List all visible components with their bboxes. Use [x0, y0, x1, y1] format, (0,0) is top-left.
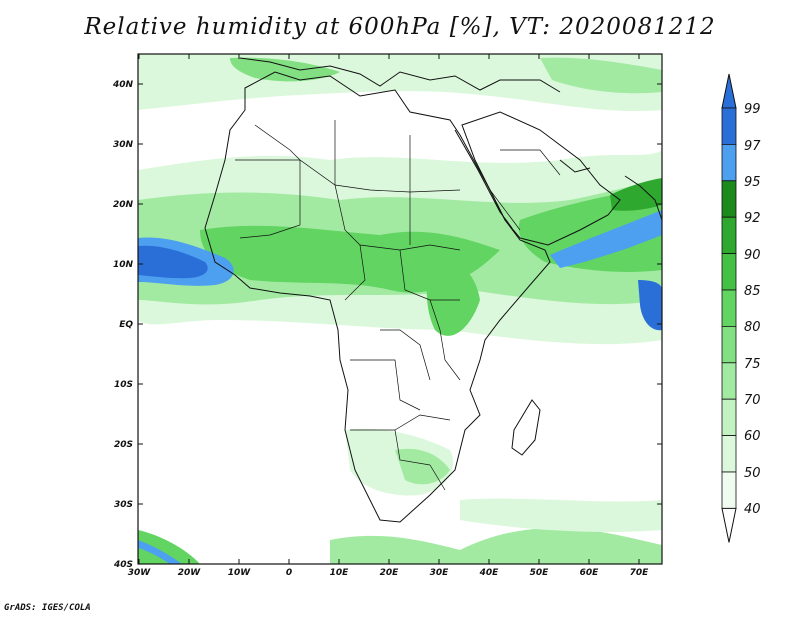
colorbar-swatch — [721, 143, 737, 182]
colorbar-swatch — [721, 362, 737, 400]
colorbar-swatch — [721, 435, 737, 473]
country-borders — [235, 120, 561, 491]
colorbar-label: 80 — [744, 320, 761, 335]
colorbar-label: 99 — [744, 102, 761, 117]
lon-label: 40E — [479, 568, 500, 578]
colorbar-label: 40 — [744, 502, 761, 517]
lat-label: 40S — [113, 560, 133, 570]
axis-ticks — [138, 54, 662, 565]
field-horn-green — [426, 259, 480, 336]
india-coast — [624, 175, 662, 221]
lon-label: 50E — [530, 568, 550, 578]
field-arabian-blue — [550, 210, 662, 268]
africa-outline — [204, 71, 551, 523]
colorbar-label: 60 — [744, 429, 761, 444]
colorbar-swatch — [721, 180, 737, 218]
field-southatlantic-blue — [138, 540, 182, 564]
lat-label: 30S — [114, 500, 133, 510]
field-westcoast-darkblue — [138, 245, 208, 279]
lat-label: 10S — [114, 380, 133, 390]
colorbar-labels: 99 97 95 92 90 85 80 75 70 60 50 40 — [744, 102, 761, 517]
colorbar-swatch — [721, 107, 737, 145]
lat-label: EQ — [119, 320, 133, 330]
colorbar-swatch — [721, 253, 737, 291]
colorbar-swatch — [721, 289, 737, 327]
lon-label: 20W — [178, 568, 202, 578]
page-title: Relative humidity at 600hPa [%], VT: 202… — [84, 14, 716, 40]
colorbar-label: 95 — [744, 175, 761, 190]
latitude-labels: 40N 30N 20N 10N EQ 10S 20S 30S 40S — [112, 80, 134, 570]
madagascar-outline — [511, 399, 541, 456]
humidity-field — [138, 54, 662, 564]
colorbar-swatch — [721, 398, 737, 437]
lon-label: 10E — [330, 568, 350, 578]
colorbar-label: 50 — [744, 466, 761, 481]
colorbar-bottom-arrow — [721, 507, 737, 543]
lon-label: 30E — [430, 568, 450, 578]
field-india-darkgreen — [610, 178, 662, 211]
field-southatlantic-green — [138, 530, 200, 564]
colorbar-label: 75 — [744, 357, 761, 372]
lon-label: 30W — [128, 568, 152, 578]
lon-label: 0 — [286, 568, 292, 578]
field-north-green — [230, 57, 340, 82]
lat-label: 40N — [112, 80, 134, 90]
field-sahel-green — [200, 225, 500, 293]
field-northeast-green — [540, 57, 662, 94]
longitude-labels: 30W 20W 10W 0 10E 20E 30E 40E 50E 60E 70… — [128, 568, 649, 578]
colorbar-label: 70 — [744, 393, 761, 408]
field-eastedge-blue — [638, 280, 662, 331]
credit-text: GrADS: IGES/COLA — [4, 603, 91, 613]
gulf-coast — [559, 159, 591, 173]
colorbar-label: 85 — [744, 284, 761, 299]
lat-label: 30N — [113, 140, 134, 150]
colorbar-swatch — [721, 216, 737, 254]
arabia-outline — [461, 111, 621, 246]
field-southindian-light — [460, 498, 662, 532]
lon-label: 60E — [580, 568, 600, 578]
plot-frame — [137, 53, 663, 565]
field-southern-ocean — [330, 528, 662, 564]
lon-label: 20E — [380, 568, 400, 578]
lat-label: 10N — [113, 260, 134, 270]
lat-label: 20S — [114, 440, 133, 450]
europe-coast — [239, 57, 561, 93]
lat-label: 20N — [113, 200, 134, 210]
red-sea — [454, 129, 513, 229]
colorbar-label: 97 — [744, 139, 761, 154]
colorbar-top-arrow — [721, 73, 737, 109]
lon-label: 10W — [228, 568, 252, 578]
colorbar-swatch — [721, 325, 737, 364]
colorbar-label: 90 — [744, 248, 761, 263]
lon-label: 70E — [630, 568, 650, 578]
colorbar-label: 92 — [744, 211, 761, 226]
colorbar-swatch — [721, 471, 737, 509]
coastlines — [204, 57, 662, 523]
colorbar — [721, 73, 737, 543]
